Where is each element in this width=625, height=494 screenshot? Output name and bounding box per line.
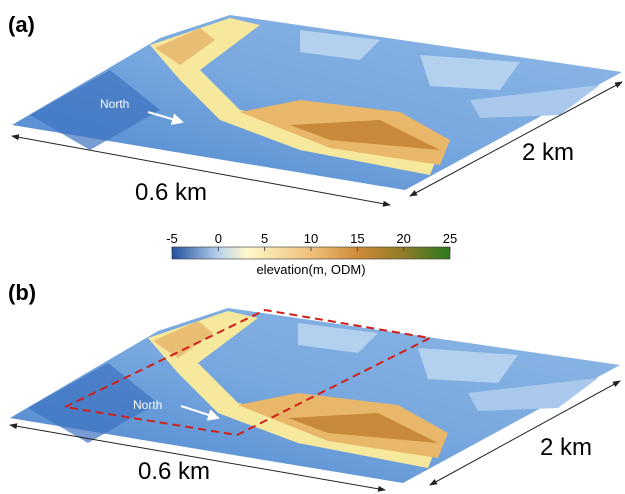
panel-label: (a) [8,12,35,37]
panel-a: (a) North 0.6 km 2 km [8,12,622,206]
figure: (a) North 0.6 km 2 km elevation(m, ODM) … [0,0,625,494]
width-label: 0.6 km [138,458,210,485]
tick-label: 5 [261,231,268,246]
north-label: North [133,398,162,412]
panel-b: North 0.6 km 2 km [10,308,620,490]
terrain [10,308,620,483]
colorbar: elevation(m, ODM) -5 0 5 10 15 20 25 [166,231,457,277]
north-label: North [100,97,129,111]
panel-label: (b) [8,280,36,305]
tick-label: 20 [396,231,410,246]
tick-label: 25 [443,231,457,246]
length-label: 2 km [522,139,574,166]
tick-label: 15 [350,231,364,246]
length-label: 2 km [540,434,592,461]
tick-label: 10 [304,231,318,246]
tick-label: 0 [215,231,222,246]
colorbar-label: elevation(m, ODM) [256,262,365,277]
width-label: 0.6 km [135,179,207,206]
tick-label: -5 [166,231,178,246]
